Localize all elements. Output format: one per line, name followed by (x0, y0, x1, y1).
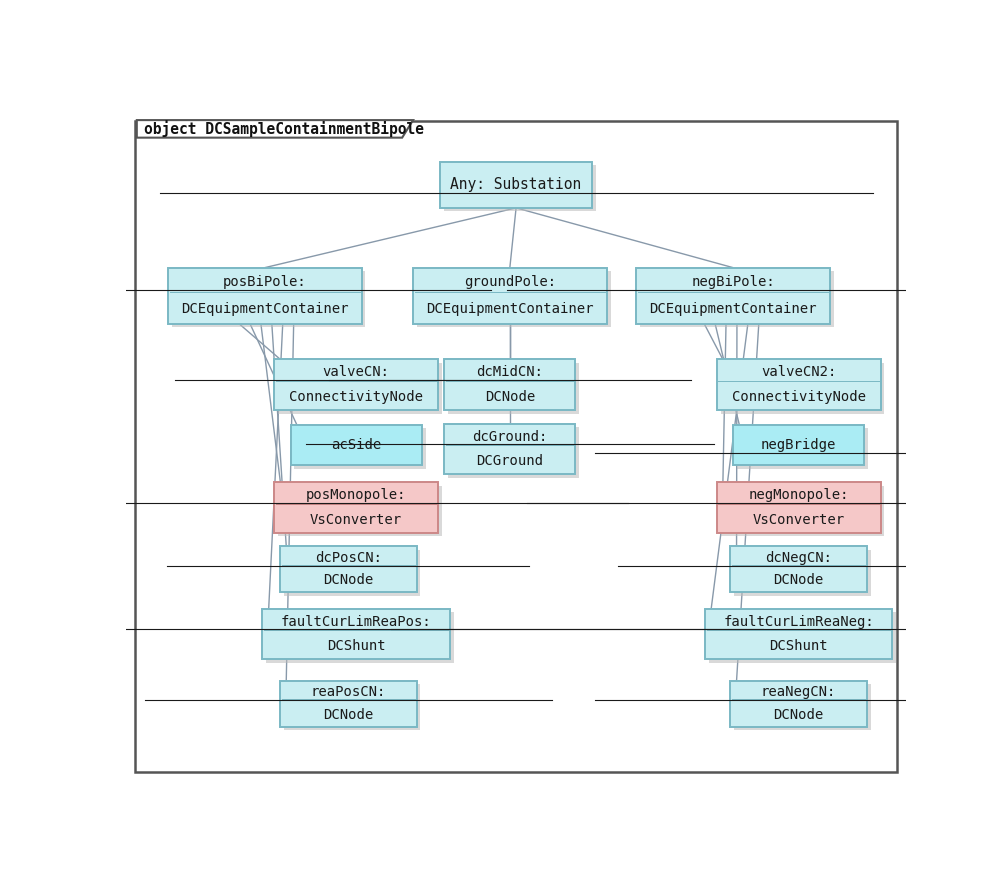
FancyBboxPatch shape (717, 482, 880, 533)
Text: object DCSampleContainmentBipole: object DCSampleContainmentBipole (144, 120, 424, 138)
FancyBboxPatch shape (291, 424, 422, 465)
Text: posBiPole:: posBiPole: (223, 275, 307, 289)
FancyBboxPatch shape (717, 360, 880, 410)
FancyBboxPatch shape (444, 360, 575, 410)
Text: acSide: acSide (331, 438, 382, 452)
Text: DCShunt: DCShunt (769, 639, 828, 653)
FancyBboxPatch shape (448, 363, 579, 414)
FancyBboxPatch shape (274, 360, 438, 410)
FancyBboxPatch shape (135, 121, 897, 773)
FancyBboxPatch shape (721, 363, 884, 414)
Text: negMonopole:: negMonopole: (748, 488, 849, 503)
Text: ConnectivityNode: ConnectivityNode (732, 390, 866, 404)
Text: DCEquipmentContainer: DCEquipmentContainer (426, 303, 593, 317)
FancyBboxPatch shape (278, 486, 442, 537)
FancyBboxPatch shape (168, 267, 362, 324)
Text: valveCN:: valveCN: (322, 366, 390, 380)
FancyBboxPatch shape (294, 428, 426, 468)
FancyBboxPatch shape (172, 271, 366, 327)
FancyBboxPatch shape (280, 546, 417, 592)
FancyBboxPatch shape (734, 684, 871, 730)
Text: reaPosCN:: reaPosCN: (310, 685, 386, 699)
Text: dcMidCN:: dcMidCN: (476, 366, 544, 380)
Text: DCNode: DCNode (484, 390, 535, 404)
Text: DCShunt: DCShunt (327, 639, 386, 653)
Text: reaNegCN:: reaNegCN: (761, 685, 836, 699)
FancyBboxPatch shape (444, 424, 575, 474)
Text: DCNode: DCNode (773, 574, 824, 588)
Text: groundPole:: groundPole: (464, 275, 556, 289)
Text: VsConverter: VsConverter (310, 513, 402, 527)
Text: DCEquipmentContainer: DCEquipmentContainer (650, 303, 817, 317)
Text: DCNode: DCNode (323, 574, 374, 588)
Text: dcPosCN:: dcPosCN: (315, 551, 382, 565)
FancyBboxPatch shape (448, 427, 579, 478)
FancyBboxPatch shape (705, 609, 892, 660)
FancyBboxPatch shape (721, 486, 884, 537)
FancyBboxPatch shape (730, 546, 867, 592)
FancyBboxPatch shape (278, 363, 442, 414)
FancyBboxPatch shape (284, 550, 421, 595)
Text: posMonopole:: posMonopole: (306, 488, 407, 503)
FancyBboxPatch shape (413, 267, 606, 324)
FancyBboxPatch shape (284, 684, 421, 730)
Text: dcGround:: dcGround: (472, 430, 548, 444)
Text: valveCN2:: valveCN2: (761, 366, 836, 380)
Text: DCEquipmentContainer: DCEquipmentContainer (181, 303, 348, 317)
Text: DCNode: DCNode (323, 708, 374, 722)
FancyBboxPatch shape (730, 681, 867, 726)
FancyBboxPatch shape (709, 612, 896, 663)
FancyBboxPatch shape (737, 428, 868, 468)
FancyBboxPatch shape (734, 550, 871, 595)
FancyBboxPatch shape (417, 271, 610, 327)
Text: negBridge: negBridge (761, 438, 836, 452)
FancyBboxPatch shape (636, 267, 830, 324)
FancyBboxPatch shape (274, 482, 438, 533)
Text: ConnectivityNode: ConnectivityNode (289, 390, 423, 404)
FancyBboxPatch shape (280, 681, 417, 726)
Text: Any: Substation: Any: Substation (450, 177, 582, 192)
Text: DCGround: DCGround (476, 454, 544, 468)
FancyBboxPatch shape (733, 424, 864, 465)
FancyBboxPatch shape (266, 612, 453, 663)
Text: faultCurLimReaNeg:: faultCurLimReaNeg: (723, 615, 874, 629)
Text: VsConverter: VsConverter (752, 513, 845, 527)
Text: DCNode: DCNode (773, 708, 824, 722)
Text: faultCurLimReaPos:: faultCurLimReaPos: (281, 615, 431, 629)
FancyBboxPatch shape (444, 166, 596, 211)
Text: dcNegCN:: dcNegCN: (765, 551, 832, 565)
FancyBboxPatch shape (263, 609, 450, 660)
FancyBboxPatch shape (440, 162, 592, 208)
FancyBboxPatch shape (640, 271, 834, 327)
Text: negBiPole:: negBiPole: (691, 275, 775, 289)
Polygon shape (137, 120, 413, 138)
